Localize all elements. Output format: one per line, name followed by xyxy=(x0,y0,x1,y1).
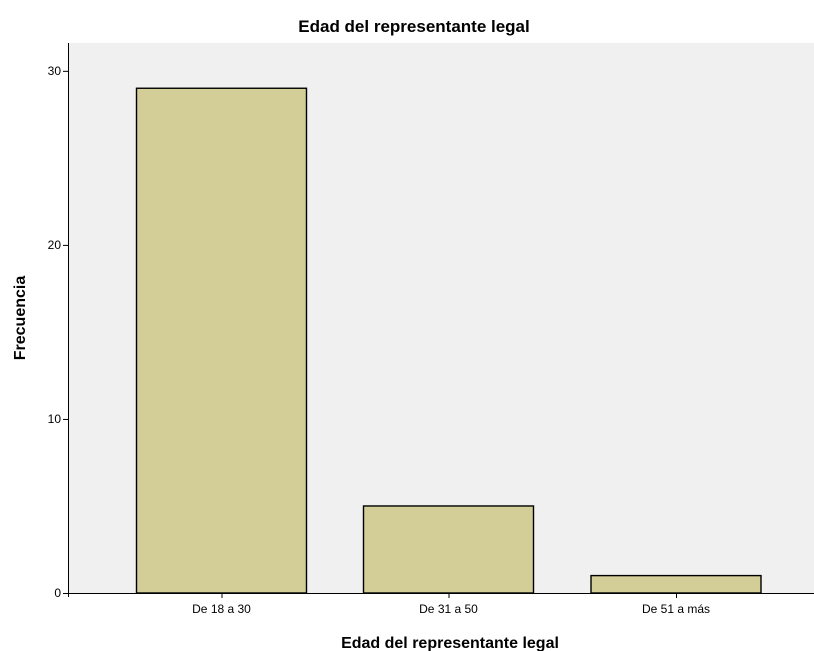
y-tick-label: 30 xyxy=(48,64,62,78)
y-tick-label: 20 xyxy=(48,238,62,252)
x-tick-label: De 31 a 50 xyxy=(419,602,478,616)
bar xyxy=(590,574,762,594)
bar xyxy=(135,87,308,594)
y-axis-ticks: 0 10 20 30 xyxy=(48,64,68,600)
x-axis-title: Edad del representante legal xyxy=(341,635,559,651)
bar xyxy=(362,505,535,594)
y-axis-title: Frecuencia xyxy=(12,276,29,361)
y-tick-label: 0 xyxy=(54,586,61,600)
y-tick-label: 10 xyxy=(48,412,62,426)
x-tick-label: De 18 a 30 xyxy=(192,602,251,616)
bars-group xyxy=(135,87,762,594)
x-axis-ticks: De 18 a 30 De 31 a 50 De 51 a más xyxy=(192,593,710,616)
x-tick-label: De 51 a más xyxy=(642,602,710,616)
chart-title: Edad del representante legal xyxy=(298,17,529,36)
